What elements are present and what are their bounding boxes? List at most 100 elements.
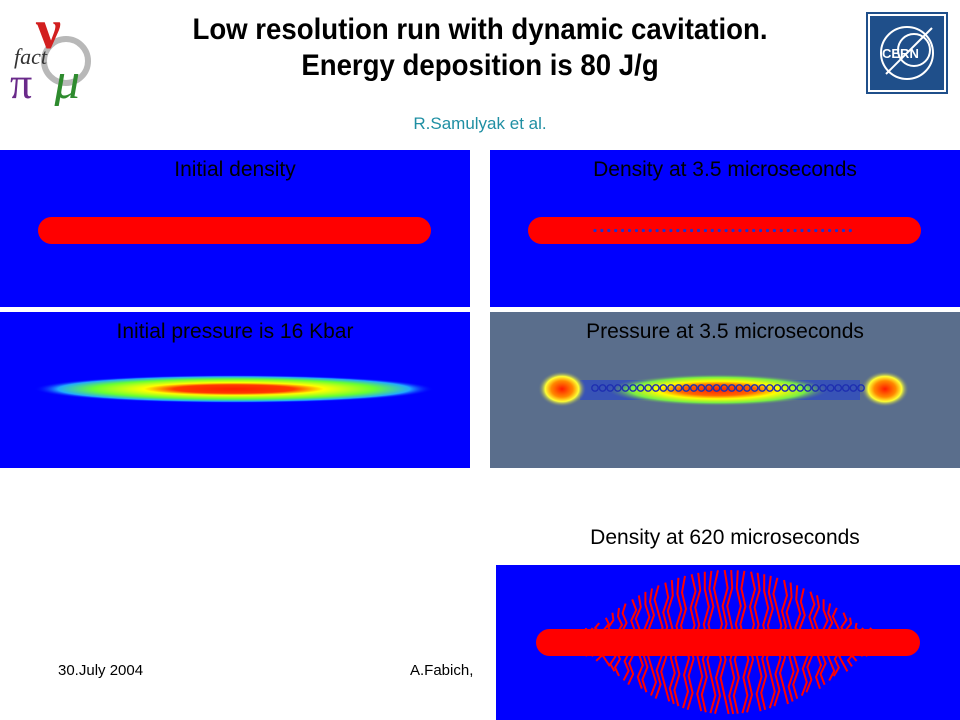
cavitation-bubble: [648, 228, 652, 233]
bubble-ring: [834, 384, 843, 392]
bubble-ring: [773, 384, 782, 392]
fragment-filament: [792, 585, 802, 699]
cavitation-bubble: [793, 228, 797, 233]
cavitation-bubble: [683, 228, 687, 233]
cern-logo: CERN: [866, 12, 948, 94]
cavitation-bubble: [738, 228, 742, 233]
bubble-ring: [720, 384, 729, 392]
fragment-filament: [838, 612, 849, 672]
fragment-filament: [865, 627, 876, 657]
panel-label: Density at 3.5 microseconds: [593, 158, 857, 181]
title-line-2: Energy deposition is 80 J/g: [301, 49, 659, 82]
bubble-ring: [651, 384, 660, 392]
cavitation-bubble: [690, 228, 694, 233]
cavitation-bubble: [717, 228, 721, 233]
bubble-ring: [629, 384, 637, 392]
jet-body: [38, 217, 431, 244]
bubble-ring: [659, 384, 668, 392]
bubble-ring: [727, 384, 736, 392]
fragment-filament: [726, 569, 737, 715]
cavitation-bubble: [669, 228, 673, 233]
bubble-ring: [636, 384, 645, 392]
fragment-filament: [844, 617, 856, 667]
bubble-ring: [621, 384, 630, 392]
bubble-ring: [765, 384, 774, 392]
cavitation-bubble: [710, 228, 714, 233]
cavitation-bubble: [772, 228, 776, 233]
pressure-field: [34, 375, 434, 403]
bubble-ring: [750, 384, 759, 392]
cavitation-bubble: [759, 228, 763, 233]
cavitation-bubble: [779, 228, 783, 233]
svg-text:ν: ν: [35, 6, 61, 61]
fragment-filament: [851, 622, 861, 662]
fragment-filament: [772, 577, 783, 707]
fragment-filament: [785, 582, 796, 702]
cavitation-bubble: [828, 228, 832, 233]
bubble-ring: [826, 384, 835, 392]
cavitation-bubble: [607, 228, 611, 233]
bubble-ring: [606, 384, 615, 392]
density-620-label: Density at 620 microseconds: [590, 526, 860, 549]
fragment-filament: [746, 571, 757, 713]
fragment-filament: [760, 574, 770, 711]
cavitation-bubble: [627, 228, 632, 233]
fragment-filament: [627, 599, 638, 686]
bubble-ring: [705, 384, 713, 392]
slide-title: Low resolution run with dynamic cavitati…: [149, 12, 811, 84]
panel-label: Initial density: [174, 158, 296, 181]
svg-text:π: π: [10, 59, 32, 106]
footer-date: 30.July 2004: [58, 662, 144, 679]
fragment-filament: [819, 599, 829, 686]
cavitation-bubble: [614, 228, 618, 233]
fragment-filament: [607, 612, 618, 672]
cavitation-bubble: [786, 228, 790, 233]
jet-body: [528, 217, 921, 244]
pressure-core: [608, 374, 828, 406]
bubble-ring: [811, 384, 820, 392]
footer-author: A.Fabich,: [410, 662, 474, 679]
fragment-filament: [686, 574, 697, 711]
panel-initial-pressure: Initial pressure is 16 Kbar: [0, 312, 470, 468]
fragment-filament: [593, 622, 605, 662]
bubble-ring: [758, 384, 767, 392]
fragment-filament: [798, 588, 809, 696]
bubble-ring: [613, 384, 622, 392]
bubble-ring: [819, 384, 827, 392]
fragment-filament: [660, 582, 671, 702]
fragment-filament: [581, 628, 592, 657]
bubble-ring: [857, 384, 865, 392]
fragment-filament: [811, 595, 823, 689]
panel-initial-density: Initial density: [0, 150, 470, 307]
bubble-ring: [682, 384, 691, 392]
cavitation-bubble: [621, 228, 625, 233]
density-620-plot: [536, 569, 920, 715]
bubble-ring: [712, 384, 721, 392]
bubble-ring: [598, 384, 607, 392]
bubble-ring: [803, 384, 812, 392]
cavitation-bubble: [745, 228, 749, 233]
cavitation-bubble: [848, 228, 852, 233]
cavitation-bubble: [696, 228, 701, 233]
bubble-ring: [697, 384, 706, 392]
fragment-filament: [666, 580, 677, 705]
svg-text:μ: μ: [53, 53, 80, 106]
cavitation-bubble: [593, 228, 597, 233]
fragment-filament: [825, 603, 836, 682]
bubble-ring: [796, 384, 805, 392]
cavitation-bubble: [834, 228, 839, 233]
svg-text:CERN: CERN: [882, 46, 919, 61]
bubble-ring: [781, 384, 789, 392]
bubble-ring: [743, 384, 751, 392]
cavitation-bubble: [724, 228, 728, 233]
cavitation-bubble: [765, 228, 770, 233]
fragment-filament: [805, 591, 816, 693]
fragment-filament: [706, 570, 717, 714]
cavitation-bubble: [634, 228, 638, 233]
fragment-filament: [831, 607, 842, 677]
fragment-filament: [732, 570, 742, 714]
fragment-filament: [613, 607, 624, 677]
pressure-3-5-plot: [538, 371, 909, 407]
cavitation-bubble: [807, 228, 811, 233]
panel-label: Initial pressure is 16 Kbar: [116, 320, 354, 343]
